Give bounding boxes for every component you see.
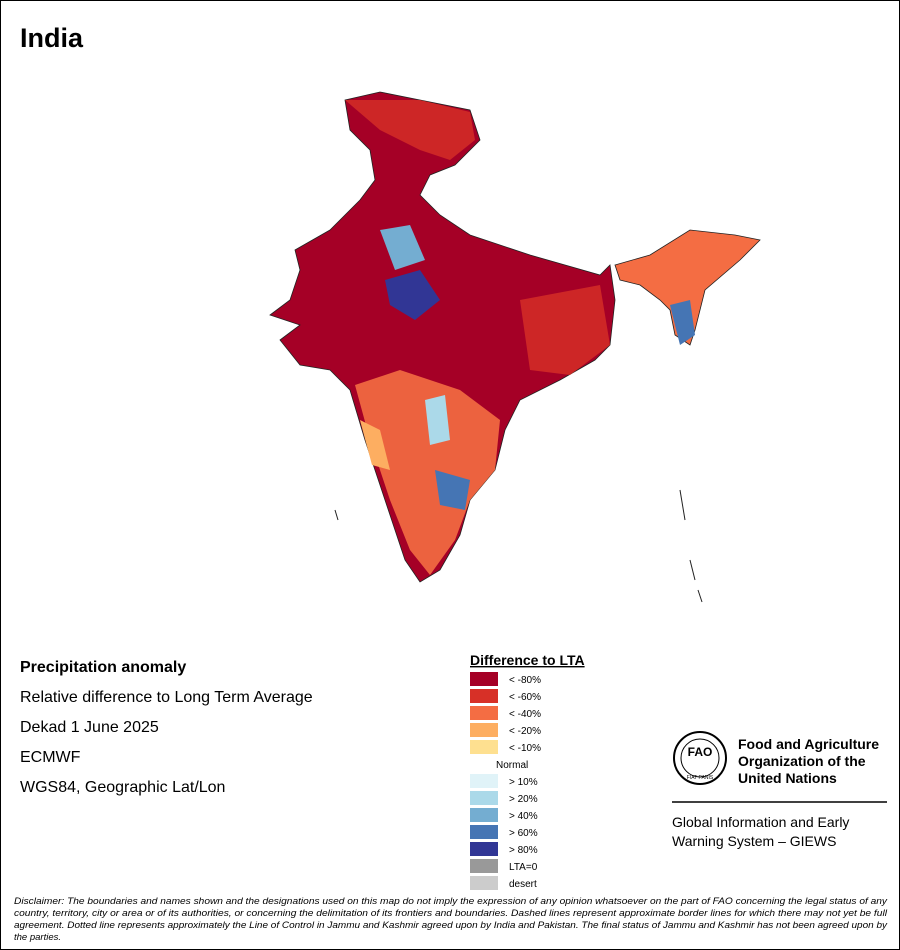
info-line: ECMWF <box>20 749 81 766</box>
islands <box>334 489 703 603</box>
info-line: Precipitation anomaly <box>20 659 186 676</box>
fao-logo: FAO FIAT PANIS <box>672 731 887 803</box>
info-line: WGS84, Geographic Lat/Lon <box>20 779 225 796</box>
legend-label: > 80% <box>509 845 538 856</box>
legend-swatch <box>470 859 498 873</box>
logo-ring <box>680 738 720 778</box>
anomaly-patch <box>360 420 390 470</box>
legend-label: < -10% <box>509 743 541 754</box>
info-line: Dekad 1 June 2025 <box>20 719 159 736</box>
org-name: Food and Agriculture <box>738 736 879 752</box>
anomaly-patch <box>435 470 470 510</box>
legend-title: Difference to LTA <box>470 652 585 668</box>
legend-swatch <box>470 808 498 822</box>
legend-label: > 40% <box>509 811 538 822</box>
disclaimer-line: Disclaimer: The boundaries and names sho… <box>14 896 888 907</box>
legend-swatch <box>470 791 498 805</box>
legend-label: > 10% <box>509 777 538 788</box>
disclaimer-line: the parties. <box>14 932 61 943</box>
legend-label: LTA=0 <box>509 862 538 873</box>
legend-swatch <box>470 672 498 686</box>
logo-acronym: FAO <box>688 745 713 759</box>
anomaly-patch <box>345 100 475 160</box>
legend-swatch <box>470 842 498 856</box>
system-name: Warning System – GIEWS <box>672 833 836 849</box>
legend-label: desert <box>509 879 537 890</box>
anomaly-patch <box>425 395 450 445</box>
info: Precipitation anomaly Relative difference… <box>20 659 313 796</box>
org-name: United Nations <box>738 770 837 786</box>
disclaimer: Disclaimer: The boundaries and names sho… <box>14 896 888 943</box>
legend-swatch <box>470 740 498 754</box>
legend-label: < -20% <box>509 726 541 737</box>
map <box>269 91 761 603</box>
legend-label: < -40% <box>509 709 541 720</box>
logo-motto: FIAT PANIS <box>687 775 714 781</box>
disclaimer-line: agreement. Dotted line represents approx… <box>14 920 888 931</box>
anomaly-patch <box>380 225 425 270</box>
legend-swatch <box>470 723 498 737</box>
anomaly-patch <box>520 285 610 375</box>
legend-swatch <box>470 689 498 703</box>
legend-label: < -60% <box>509 692 541 703</box>
legend-label: > 60% <box>509 828 538 839</box>
legend-swatch <box>470 706 498 720</box>
legend-swatch <box>470 774 498 788</box>
anomaly-patch <box>670 300 695 345</box>
legend-label: < -80% <box>509 675 541 686</box>
india-northeast <box>614 229 761 346</box>
logo-ring <box>673 731 727 785</box>
info-line: Relative difference to Long Term Average <box>20 689 313 706</box>
title: India <box>20 23 84 53</box>
system-name: Global Information and Early <box>672 814 849 830</box>
anomaly-patch <box>385 270 440 320</box>
legend-swatch <box>470 876 498 890</box>
india-mainland <box>269 91 616 583</box>
org-name: Organization of the <box>738 753 866 769</box>
legend-label: Normal <box>496 760 528 771</box>
legend-swatch <box>470 825 498 839</box>
disclaimer-line: country, territory, city or area or of i… <box>14 908 888 919</box>
legend-label: > 20% <box>509 794 538 805</box>
anomaly-patch <box>355 370 500 575</box>
legend: Difference to LTA < -80% < -60% < -40% < -2… <box>470 652 585 890</box>
